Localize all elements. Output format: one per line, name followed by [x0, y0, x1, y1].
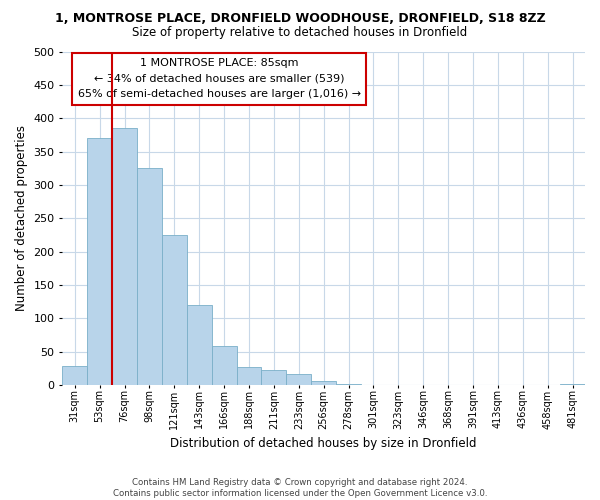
Bar	[137, 168, 162, 385]
Bar	[286, 374, 311, 385]
Bar	[187, 305, 212, 385]
Bar	[87, 138, 112, 385]
Text: Size of property relative to detached houses in Dronfield: Size of property relative to detached ho…	[133, 26, 467, 39]
Bar	[560, 384, 585, 385]
Bar	[212, 346, 236, 385]
Bar	[236, 367, 262, 385]
Bar	[311, 381, 336, 385]
Bar	[336, 384, 361, 385]
Text: Contains HM Land Registry data © Crown copyright and database right 2024.
Contai: Contains HM Land Registry data © Crown c…	[113, 478, 487, 498]
Bar	[62, 366, 87, 385]
Text: 1 MONTROSE PLACE: 85sqm
← 34% of detached houses are smaller (539)
65% of semi-d: 1 MONTROSE PLACE: 85sqm ← 34% of detache…	[77, 58, 361, 100]
Bar	[262, 370, 286, 385]
Bar	[162, 235, 187, 385]
X-axis label: Distribution of detached houses by size in Dronfield: Distribution of detached houses by size …	[170, 437, 477, 450]
Y-axis label: Number of detached properties: Number of detached properties	[15, 126, 28, 312]
Text: 1, MONTROSE PLACE, DRONFIELD WOODHOUSE, DRONFIELD, S18 8ZZ: 1, MONTROSE PLACE, DRONFIELD WOODHOUSE, …	[55, 12, 545, 26]
Bar	[112, 128, 137, 385]
